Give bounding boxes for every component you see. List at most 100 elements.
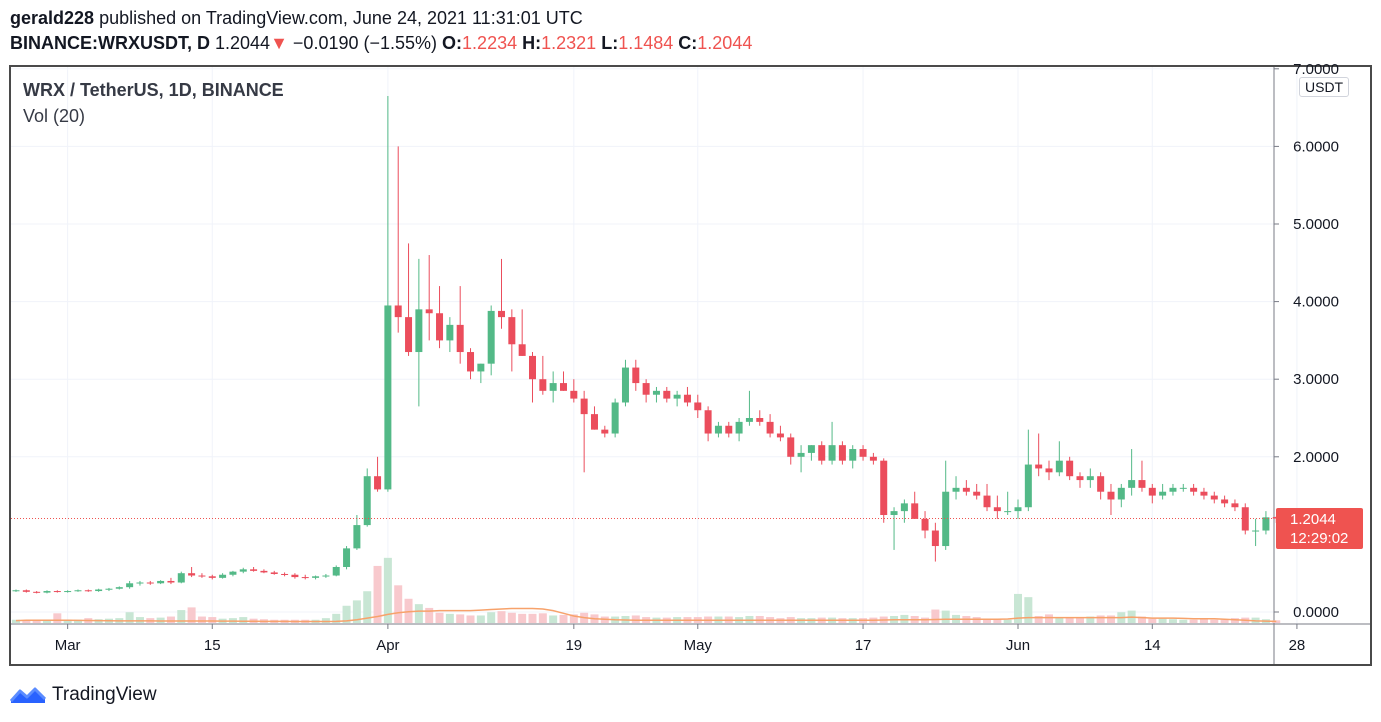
volume-bar (745, 616, 754, 623)
volume-bar (73, 619, 82, 623)
volume-bar (404, 598, 413, 623)
y-tick-label: 2.0000 (1293, 449, 1339, 466)
volume-bar (1055, 617, 1064, 623)
countdown-timer: 12:29:02 (1290, 530, 1349, 547)
volume-bar (425, 607, 434, 623)
volume-bar (1003, 619, 1012, 623)
candle-body (405, 317, 413, 353)
x-tick-label: Apr (376, 637, 399, 654)
candle-body (198, 575, 206, 577)
candle-body (787, 437, 795, 457)
candle-body (312, 576, 320, 578)
volume-bar (1199, 619, 1208, 623)
candle-body (921, 518, 929, 531)
ohlc-line: BINANCE:WRXUSDT, D 1.2044▼ −0.0190 (−1.5… (10, 32, 752, 54)
low-value: 1.1484 (618, 33, 674, 53)
published-text: published on TradingView.com, June 24, 2… (99, 8, 583, 28)
volume-bar (42, 619, 51, 623)
candle-body (590, 414, 598, 430)
volume-bar (208, 617, 217, 623)
candle-body (797, 452, 805, 457)
volume-bar (456, 614, 465, 623)
volume-bar (983, 619, 992, 623)
volume-bar (1148, 618, 1157, 623)
volume-bar (497, 611, 506, 623)
candle-body (621, 367, 629, 403)
volume-bar (518, 613, 527, 623)
candle-body (477, 363, 485, 372)
candle-body (1179, 487, 1187, 489)
volume-bar (466, 615, 475, 623)
price-change: −0.0190 (−1.55%) (292, 33, 438, 53)
candle-body (115, 587, 123, 589)
x-tick-label: 14 (1144, 637, 1161, 654)
volume-bar (559, 614, 568, 623)
volume-bar (1106, 615, 1115, 623)
candle-body (1128, 480, 1136, 488)
candle-body (735, 421, 743, 434)
tradingview-footer[interactable]: TradingView (10, 683, 157, 707)
candle-body (900, 503, 908, 512)
symbol-label: BINANCE:WRXUSDT, D (10, 33, 210, 53)
volume-ma-line (15, 607, 1277, 623)
candle-body (601, 429, 609, 434)
candle-body (1262, 517, 1270, 531)
open-label: O: (442, 33, 463, 53)
volume-bar (1086, 616, 1095, 623)
candle-body (33, 591, 41, 593)
candle-body (983, 495, 991, 508)
volume-bar (538, 613, 547, 623)
volume-bar (435, 612, 444, 623)
candle-body (260, 570, 268, 573)
volume-bar (1220, 619, 1229, 623)
volume-bar (239, 617, 248, 623)
candle-body (1045, 468, 1053, 473)
close-value: 1.2044 (697, 33, 753, 53)
x-tick-label: 28 (1289, 637, 1306, 654)
candle-body (694, 402, 702, 411)
candle-body (291, 574, 299, 578)
y-tick-label: 7.0000 (1293, 61, 1339, 78)
candle-body (456, 324, 464, 353)
candle-body (177, 573, 185, 583)
candle-body (270, 572, 278, 574)
candle-body (776, 433, 784, 438)
volume-bar (1179, 619, 1188, 623)
candle-body (745, 418, 753, 422)
candle-body (1138, 480, 1146, 488)
candle-body (1169, 487, 1177, 492)
candle-body (105, 588, 113, 590)
candle-body (487, 310, 495, 364)
volume-bar (1137, 616, 1146, 623)
volume-bar (166, 616, 175, 623)
candle-body (1159, 491, 1167, 496)
candle-body (343, 548, 351, 567)
candle-body (229, 571, 237, 575)
volume-bar (476, 615, 485, 623)
candle-body (1200, 491, 1208, 496)
volume-bar (900, 614, 909, 623)
candle-body (1024, 464, 1032, 508)
volume-bar (1230, 618, 1239, 623)
candle-body (394, 305, 402, 318)
volume-bar (528, 613, 537, 623)
candle-body (157, 580, 165, 584)
currency-unit-badge[interactable]: USDT (1299, 77, 1350, 97)
author-name[interactable]: gerald228 (10, 8, 95, 28)
candle-body (84, 590, 92, 592)
y-tick-label: 5.0000 (1293, 216, 1339, 233)
candle-body (580, 398, 588, 415)
last-price-tag: 1.2044 12:29:02 (1276, 508, 1363, 549)
candle-body (942, 491, 950, 547)
x-tick-label: Jun (1006, 637, 1030, 654)
candle-body (828, 445, 836, 461)
candle-body (807, 445, 815, 453)
volume-bar (993, 619, 1002, 623)
volume-bar (1034, 616, 1043, 623)
candle-body (683, 394, 691, 403)
close-label: C: (678, 33, 698, 53)
y-tick-label: 3.0000 (1293, 371, 1339, 388)
volume-bar (1210, 619, 1219, 623)
volume-bar (1075, 617, 1084, 623)
